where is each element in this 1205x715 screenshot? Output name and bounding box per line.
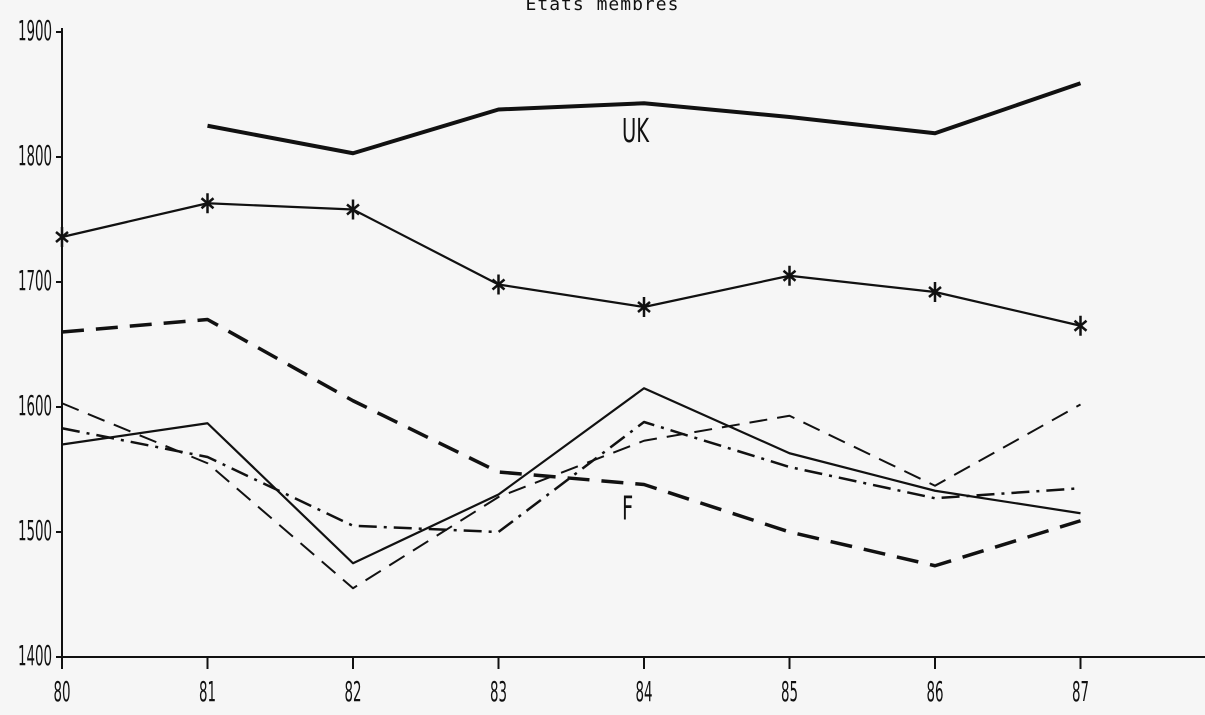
x-tick-label: 85: [781, 676, 798, 708]
y-tick-label: 1900: [18, 15, 52, 47]
star-marker: [637, 297, 651, 317]
star-marker: [346, 199, 360, 220]
y-tick-label: 1800: [18, 140, 52, 172]
series-layer: [55, 81, 1088, 590]
y-tick-label: 1600: [18, 390, 52, 422]
series-line-4: [61, 387, 1081, 565]
star-stroke: [55, 231, 69, 243]
star-marker: [928, 282, 942, 302]
series-line-1: [207, 81, 1082, 156]
x-tick-label: 81: [199, 676, 216, 708]
series-line-6: [61, 420, 1081, 534]
star-marker: [55, 227, 69, 247]
star-stroke: [928, 286, 942, 298]
annotation-label: F: [622, 490, 633, 528]
y-tick-label: 1500: [18, 515, 52, 547]
star-stroke: [637, 301, 651, 313]
star-marker: [782, 265, 797, 286]
annotation-layer: UK F: [622, 113, 650, 528]
axes: 1400 1500 1600 1700 1800 1900 80 81 82 83 84 85 86 87: [18, 15, 1205, 708]
star-stroke: [346, 203, 360, 216]
star-marker: [200, 193, 215, 214]
star-stroke: [491, 278, 506, 291]
chart-title: Etats membres: [525, 0, 680, 15]
star-marker: [491, 274, 506, 295]
star-marker: [1073, 315, 1088, 336]
series-line-5: [61, 402, 1081, 590]
x-tick-label: 83: [490, 676, 507, 708]
star-stroke: [200, 197, 215, 210]
x-tick-label: 86: [926, 676, 943, 708]
x-tick-label: 87: [1072, 676, 1089, 708]
star-stroke: [782, 269, 797, 282]
x-tick-label: 84: [635, 676, 652, 708]
series-line-3: [61, 317, 1082, 568]
y-tick-label: 1400: [18, 640, 52, 672]
x-tick-label: 80: [53, 676, 70, 708]
series-line-2: [61, 202, 1081, 327]
annotation-label: UK: [622, 113, 650, 151]
star-stroke: [1073, 319, 1088, 332]
y-tick-label: 1700: [18, 265, 52, 297]
x-tick-label: 82: [344, 676, 361, 708]
